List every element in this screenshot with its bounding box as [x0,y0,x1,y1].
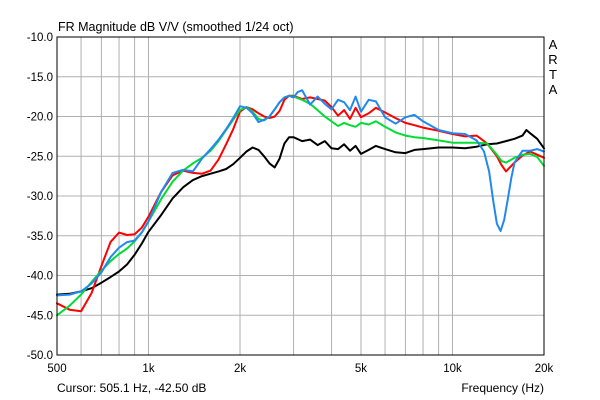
cursor-readout: Cursor: 505.1 Hz, -42.50 dB [57,381,206,395]
series-line-1 [56,129,545,296]
arta-letter: A [549,37,558,52]
y-tick-label: -45.0 [27,310,53,322]
y-tick-label: -30.0 [27,191,53,203]
y-tick-label: -10.0 [27,32,53,44]
x-tick-label: 10k [443,363,462,375]
x-tick-labels: 500 1k 2k 5k 10k 20k [47,363,553,375]
y-tick-label: -15.0 [27,72,53,84]
y-tick-label: -50.0 [27,350,53,362]
x-tick-label: 500 [47,363,66,375]
arta-letter: A [549,82,558,97]
y-tick-label: -25.0 [27,151,53,163]
arta-letter: T [549,67,557,82]
x-tick-label: 5k [355,363,367,375]
y-tick-labels: -10.0 -15.0 -20.0 -25.0 -30.0 -35.0 -40.0 -45.0… [27,32,53,362]
plot-frame [56,36,545,356]
y-tick-label: -40.0 [27,271,53,283]
chart-title: FR Magnitude dB V/V (smoothed 1/24 oct) [58,20,294,34]
arta-letter: R [548,52,557,67]
y-tick-label: -20.0 [27,112,53,124]
y-tick-label: -35.0 [27,231,53,243]
x-axis-label: Frequency (Hz) [461,381,544,395]
x-tick-label: 20k [535,363,554,375]
series-line-4 [56,89,545,297]
x-tick-label: 1k [142,363,154,375]
x-tick-label: 2k [234,363,246,375]
series-lines [56,89,545,317]
